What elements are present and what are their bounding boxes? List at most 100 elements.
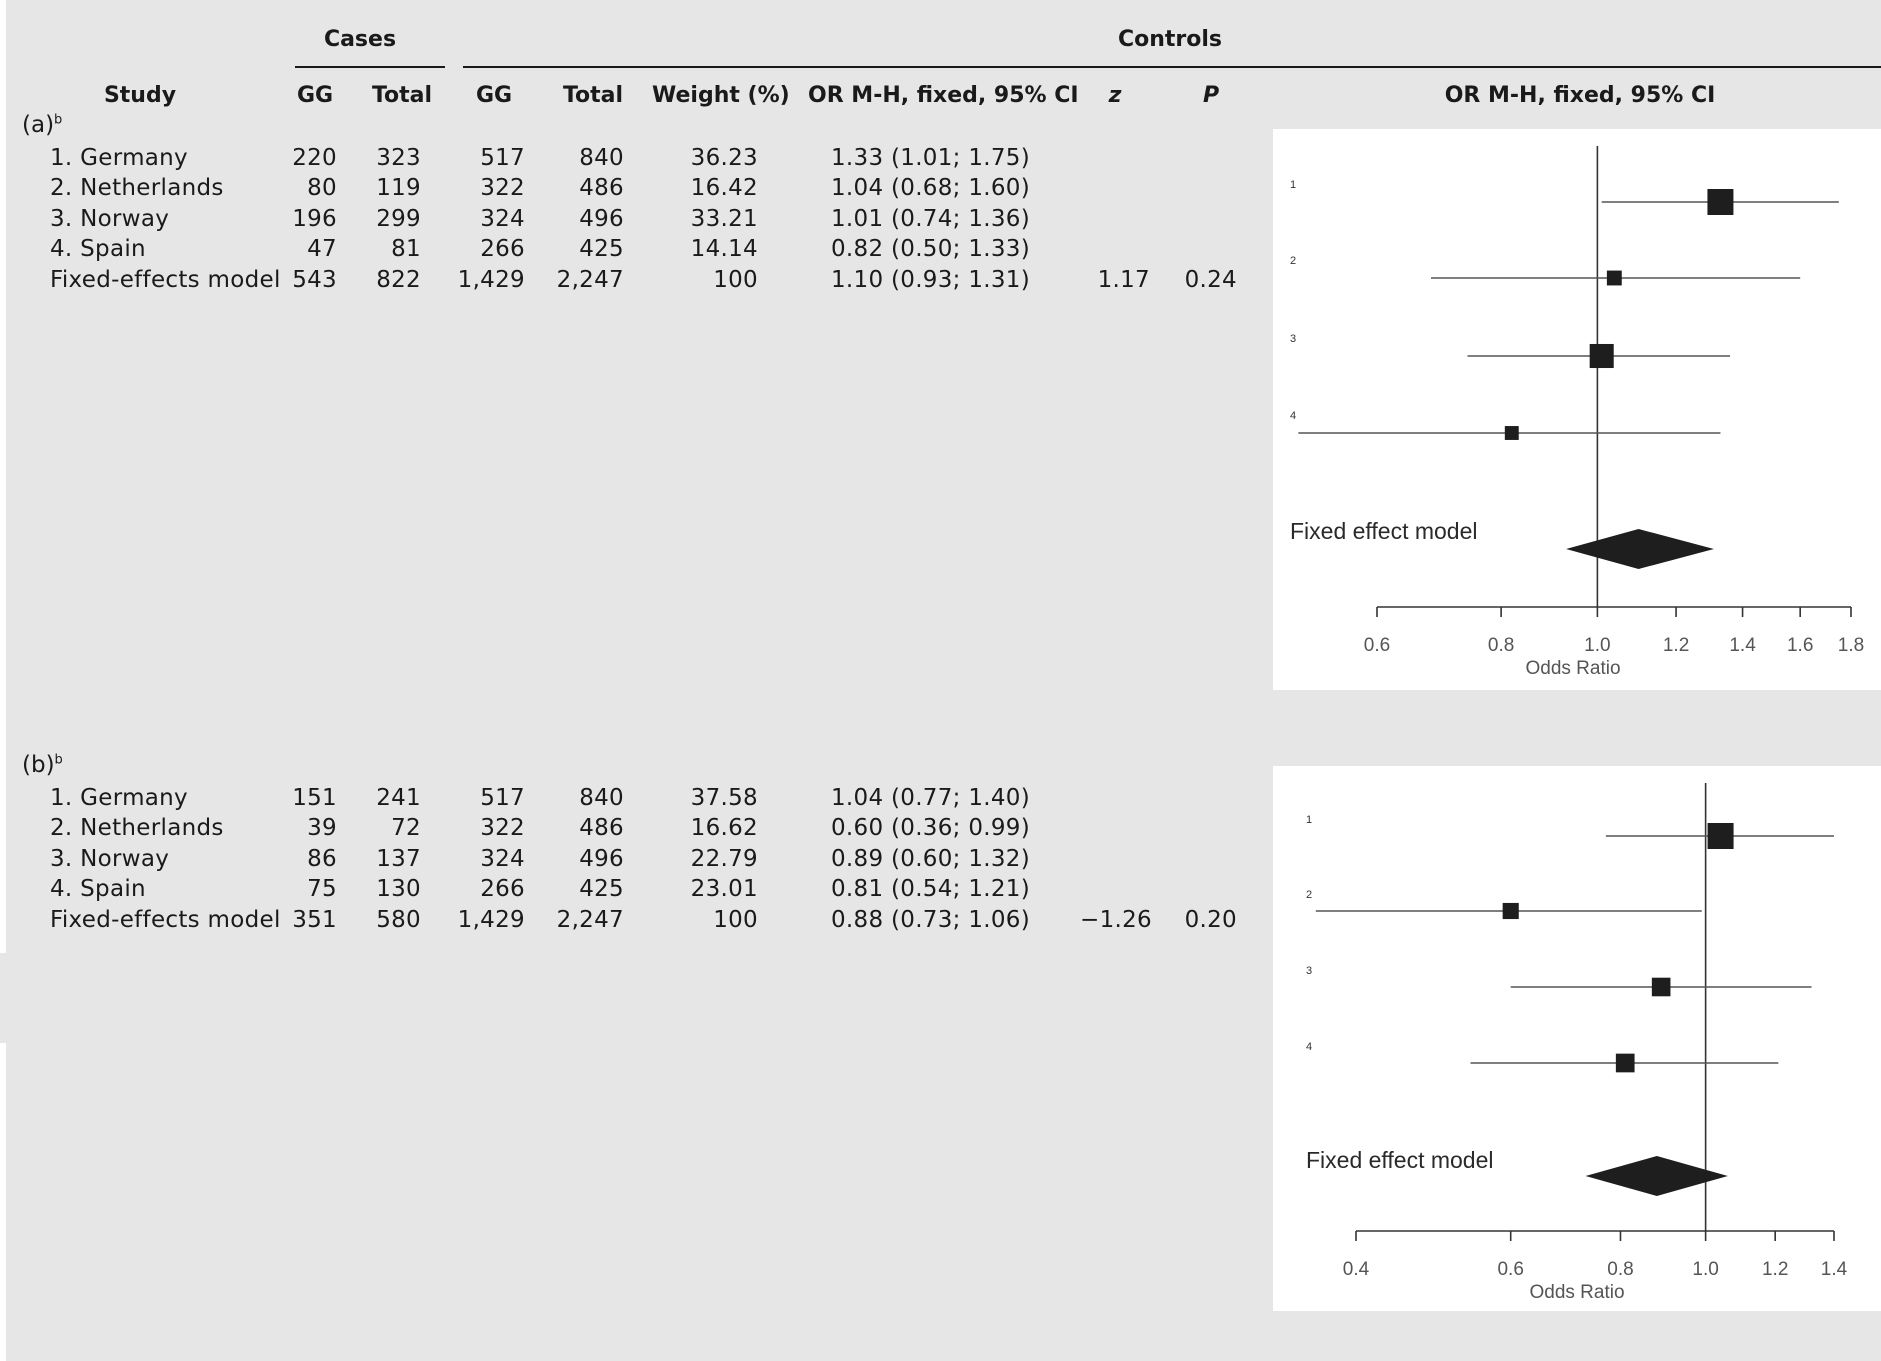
study-marker-3 bbox=[1589, 343, 1614, 369]
x-tick-label-6: 1.8 bbox=[1838, 635, 1864, 656]
cell-cases-total: 137 bbox=[376, 845, 421, 872]
cell-or-ci: 1.04 (0.77; 1.40) bbox=[830, 785, 1031, 811]
cell-cases-total: 81 bbox=[391, 236, 421, 263]
cell-study: Fixed-effects model bbox=[50, 266, 281, 293]
cell-controls-gg: 1,429 bbox=[457, 906, 525, 933]
panel-a-label-sup: b bbox=[54, 112, 63, 128]
col-header-weight: Weight (%) bbox=[652, 83, 790, 108]
forest-plot-b: 1 2 3 4 Fixed effect model 0.4 0.6 0.8 1.0 1.2 1.4… bbox=[1273, 766, 1881, 1311]
cell-cases-total: 822 bbox=[376, 266, 421, 293]
x-tick-label-1: 0.6 bbox=[1497, 1259, 1523, 1280]
pooled-diamond bbox=[1585, 1156, 1728, 1196]
study-marker-4 bbox=[1504, 426, 1519, 440]
cell-cases-total: 580 bbox=[376, 906, 421, 933]
cell-z: −1.26 bbox=[1080, 906, 1152, 933]
cell-study: Fixed-effects model bbox=[50, 906, 281, 933]
panel-b-label-sup: b bbox=[54, 752, 63, 768]
controls-group-header: Controls bbox=[1117, 27, 1223, 52]
x-tick-label-3: 1.2 bbox=[1663, 635, 1689, 656]
cell-cases-gg: 80 bbox=[307, 175, 337, 202]
cell-or-ci: 0.82 (0.50; 1.33) bbox=[830, 236, 1031, 263]
x-tick-label-1: 0.8 bbox=[1488, 635, 1514, 656]
pooled-diamond bbox=[1566, 529, 1714, 569]
pooled-label: Fixed effect model bbox=[1290, 518, 1478, 544]
col-header-cases-total: Total bbox=[371, 83, 433, 108]
cell-weight: 14.14 bbox=[690, 236, 758, 263]
cell-controls-gg: 517 bbox=[480, 145, 525, 171]
cell-cases-gg: 75 bbox=[307, 876, 337, 903]
col-header-cases-gg: GG bbox=[296, 83, 334, 108]
pooled-label: Fixed effect model bbox=[1306, 1147, 1494, 1173]
cell-controls-total: 496 bbox=[579, 205, 624, 232]
cell-weight: 16.62 bbox=[690, 815, 758, 842]
x-tick-label-4: 1.4 bbox=[1729, 635, 1756, 656]
cell-cases-total: 299 bbox=[376, 205, 421, 232]
x-tick-label-5: 1.4 bbox=[1821, 1259, 1848, 1280]
col-header-study: Study bbox=[103, 83, 177, 108]
cases-group-rule bbox=[295, 66, 445, 68]
cell-controls-total: 425 bbox=[579, 876, 624, 903]
study-number-4: 4 bbox=[1290, 410, 1296, 422]
study-marker-1 bbox=[1707, 189, 1734, 215]
study-number-1: 1 bbox=[1290, 179, 1296, 191]
cell-controls-gg: 324 bbox=[480, 845, 525, 872]
cell-or-ci: 0.88 (0.73; 1.06) bbox=[830, 906, 1031, 933]
panel-a-label-text: (a) bbox=[22, 112, 55, 138]
cell-cases-gg: 196 bbox=[292, 205, 337, 232]
study-number-2: 2 bbox=[1290, 255, 1296, 267]
study-number-2: 2 bbox=[1306, 889, 1312, 901]
controls-group-rule bbox=[463, 66, 1881, 68]
cell-z: 1.17 bbox=[1097, 266, 1150, 293]
cell-controls-total: 486 bbox=[579, 175, 624, 202]
cell-controls-gg: 266 bbox=[480, 876, 525, 903]
cell-weight: 22.79 bbox=[690, 845, 758, 872]
cell-controls-gg: 1,429 bbox=[457, 266, 525, 293]
col-header-plot: OR M-H, fixed, 95% CI bbox=[1444, 83, 1716, 108]
cell-study: 3. Norway bbox=[50, 845, 170, 872]
cell-weight: 36.23 bbox=[690, 145, 758, 171]
cell-weight: 23.01 bbox=[690, 876, 758, 903]
study-marker-2 bbox=[1606, 270, 1622, 286]
cell-controls-total: 2,247 bbox=[556, 906, 624, 933]
cell-study: 1. Germany bbox=[50, 145, 188, 171]
cell-cases-gg: 86 bbox=[307, 845, 337, 872]
col-header-or-ci: OR M-H, fixed, 95% CI bbox=[808, 83, 1079, 108]
cell-or-ci: 0.81 (0.54; 1.21) bbox=[830, 876, 1031, 903]
study-number-4: 4 bbox=[1306, 1041, 1312, 1053]
cell-controls-total: 486 bbox=[579, 815, 624, 842]
x-tick-label-4: 1.2 bbox=[1762, 1259, 1788, 1280]
study-marker-2 bbox=[1502, 902, 1519, 920]
cell-or-ci: 0.89 (0.60; 1.32) bbox=[830, 845, 1031, 872]
cell-weight: 37.58 bbox=[690, 785, 758, 811]
cell-controls-gg: 266 bbox=[480, 236, 525, 263]
cell-cases-total: 72 bbox=[391, 815, 421, 842]
cell-cases-gg: 351 bbox=[292, 906, 337, 933]
x-tick-label-2: 1.0 bbox=[1584, 635, 1610, 656]
cell-study: 3. Norway bbox=[50, 205, 170, 232]
cell-study: 2. Netherlands bbox=[50, 175, 224, 202]
cell-study: 4. Spain bbox=[50, 876, 146, 903]
panel-b-label-text: (b) bbox=[22, 752, 55, 778]
forest-plot-b-svg: 1 2 3 4 Fixed effect model 0.4 0.6 0.8 1.0 1.2 1.4… bbox=[1306, 783, 1848, 1303]
study-marker-1 bbox=[1707, 823, 1734, 849]
cell-weight: 33.21 bbox=[690, 205, 758, 232]
cell-controls-total: 840 bbox=[579, 785, 624, 811]
col-header-z: z bbox=[1108, 83, 1122, 108]
x-tick-label-5: 1.6 bbox=[1787, 635, 1813, 656]
cell-cases-gg: 220 bbox=[292, 145, 337, 171]
cell-cases-total: 241 bbox=[376, 785, 421, 811]
cases-group-header: Cases bbox=[323, 27, 397, 52]
cell-weight: 16.42 bbox=[690, 175, 758, 202]
cell-or-ci: 1.33 (1.01; 1.75) bbox=[830, 145, 1031, 171]
panel-b-label: (b)b bbox=[22, 752, 63, 778]
forest-plot-a-svg: 1 2 3 4 Fixed effect model 0.6 0.8 1.0 1.2 1.4 1.6… bbox=[1290, 146, 1864, 679]
cell-controls-total: 2,247 bbox=[556, 266, 624, 293]
cell-p: 0.24 bbox=[1184, 266, 1237, 293]
col-header-p: P bbox=[1202, 83, 1220, 108]
cell-controls-gg: 517 bbox=[480, 785, 525, 811]
x-tick-label-2: 0.8 bbox=[1607, 1259, 1633, 1280]
x-tick-label-3: 1.0 bbox=[1692, 1259, 1718, 1280]
cell-or-ci: 1.04 (0.68; 1.60) bbox=[830, 175, 1031, 202]
cell-cases-gg: 543 bbox=[292, 266, 337, 293]
